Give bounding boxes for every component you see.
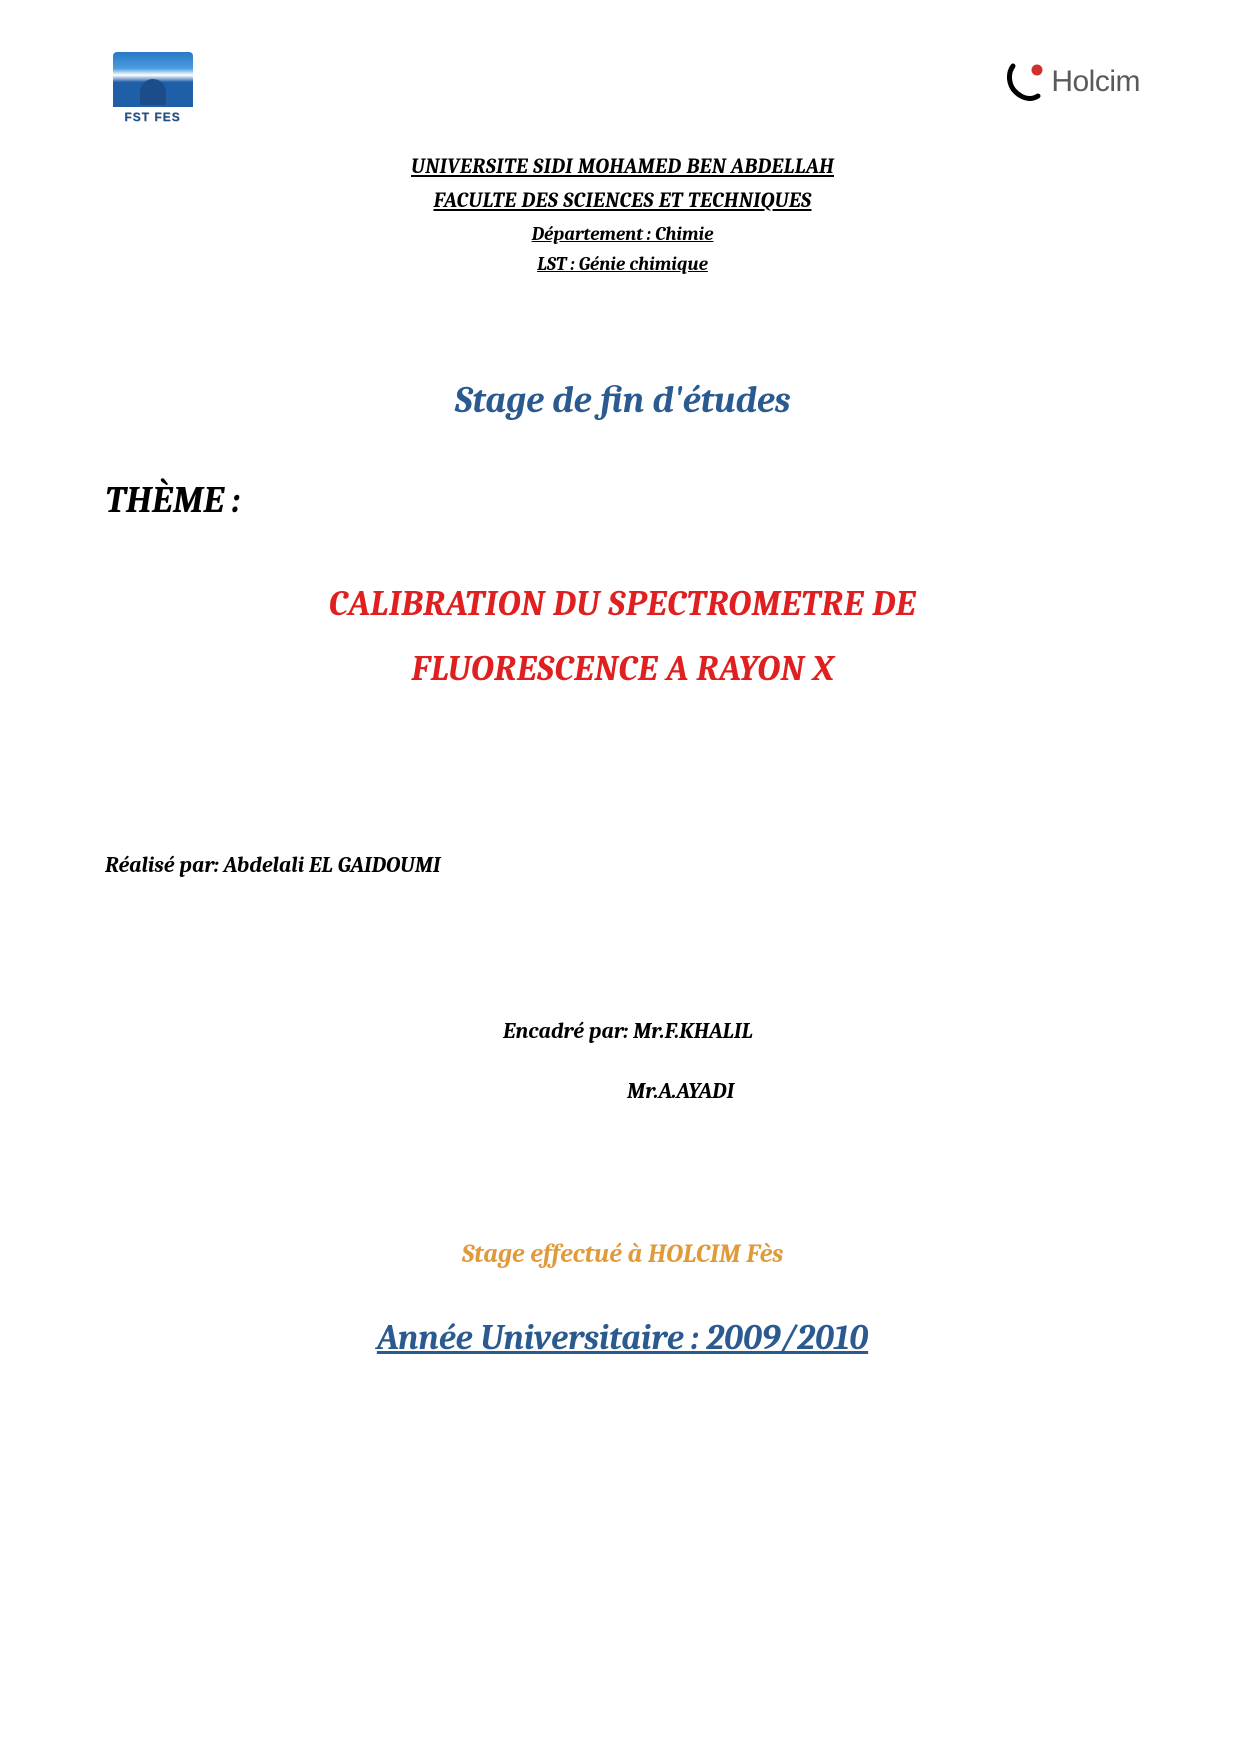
supervisor-block: Encadré par: Mr.F.KHALIL Mr.A.AYADI xyxy=(105,1018,1140,1104)
academic-year: Année Universitaire : 2009/2010 xyxy=(105,1317,1140,1358)
faculty-name: FACULTE DES SCIENCES ET TECHNIQUES xyxy=(105,189,1140,213)
supervisor-line-1: Encadré par: Mr.F.KHALIL xyxy=(503,1018,1140,1044)
fst-fes-logo-text: FST FES xyxy=(124,110,180,124)
title-line-2: FLUORESCENCE A RAYON X xyxy=(105,637,1140,702)
university-name: UNIVERSITE SIDI MOHAMED BEN ABDELLAH xyxy=(105,155,1140,179)
document-title: CALIBRATION DU SPECTROMETRE DE FLUORESCE… xyxy=(105,572,1140,702)
department-name: Département : Chimie xyxy=(105,223,1140,245)
program-name: LST : Génie chimique xyxy=(105,253,1140,275)
fst-fes-logo-graphic xyxy=(113,52,193,107)
document-subtitle: Stage de fin d'études xyxy=(105,380,1140,422)
holcim-logo-mark xyxy=(1005,60,1049,104)
author-line: Réalisé par: Abdelali EL GAIDOUMI xyxy=(105,852,1140,878)
holcim-logo-text: Holcim xyxy=(1051,65,1140,99)
holcim-logo: Holcim xyxy=(1005,50,1140,104)
header-logos: FST FES Holcim xyxy=(105,50,1140,125)
supervisor-line-2: Mr.A.AYADI xyxy=(627,1078,1140,1104)
fst-fes-logo: FST FES xyxy=(105,50,200,125)
institution-block: UNIVERSITE SIDI MOHAMED BEN ABDELLAH FAC… xyxy=(105,155,1140,275)
theme-label: THÈME : xyxy=(105,480,1140,522)
title-line-1: CALIBRATION DU SPECTROMETRE DE xyxy=(105,572,1140,637)
internship-location: Stage effectué à HOLCIM Fès xyxy=(105,1239,1140,1269)
